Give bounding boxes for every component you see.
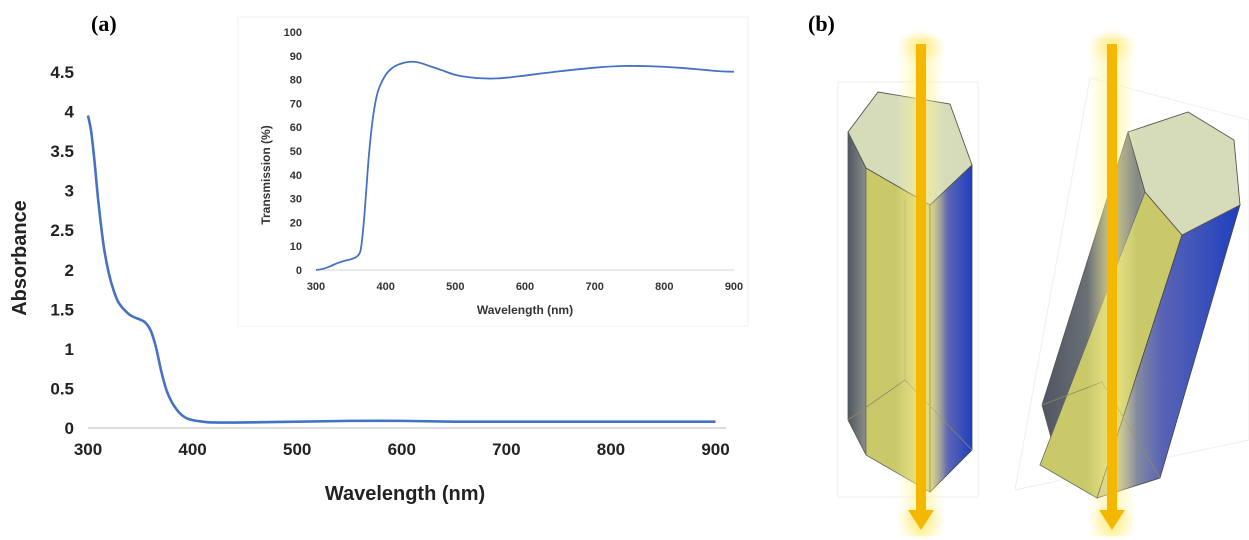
inset-y-tick-label: 10 [290,241,302,253]
absorbance-series-line [86,115,716,424]
main-x-tick-label: 900 [701,440,729,459]
beam-left-arrowhead [908,510,934,530]
panel-label-a: (a) [91,11,117,36]
inset-y-axis-title: Transmission (%) [259,125,273,224]
main-y-tick-labels: 0 0.5 1 1.5 2 2.5 3 3.5 4 4.5 [50,63,74,438]
inset-x-tick-label: 700 [585,281,603,293]
transmission-series-line [315,60,735,271]
inset-y-tick-label: 80 [290,75,302,87]
beam-right-shaft [1107,44,1117,514]
inset-x-tick-label: 600 [516,281,534,293]
beam-right-arrowhead [1099,510,1125,530]
main-x-tick-labels: 300 400 500 600 700 800 900 [74,440,730,459]
main-x-tick-label: 300 [74,440,102,459]
main-y-tick-label: 2.5 [50,221,74,240]
prism-illustration [837,26,1249,540]
inset-y-tick-label: 70 [290,98,302,110]
main-y-tick-label: 3 [65,182,74,201]
inset-x-tick-label: 300 [307,281,325,293]
prism-right-top-face [1127,111,1241,236]
main-x-tick-label: 600 [388,440,416,459]
panel-label-b: (b) [808,11,835,36]
main-y-tick-label: 4.5 [50,63,74,82]
main-y-axis-title: Absorbance [9,200,31,316]
main-x-tick-label: 500 [283,440,311,459]
inset-y-tick-label: 50 [290,146,302,158]
inset-x-tick-label: 400 [376,281,394,293]
inset-background [237,16,749,327]
main-y-tick-label: 4 [65,103,75,122]
main-y-tick-label: 0 [65,419,74,438]
inset-x-tick-label: 500 [446,281,464,293]
beam-left-shaft [916,44,926,514]
main-y-tick-label: 3.5 [50,142,74,161]
inset-y-tick-label: 40 [290,170,302,182]
main-y-tick-label: 0.5 [50,379,74,398]
prism-left-side-grey [847,131,867,456]
main-y-tick-label: 1.5 [50,300,74,319]
prism-right-frame [1014,77,1249,491]
transmission-inset-chart: 0 10 20 30 40 50 60 70 80 90 100 300 400 500 600 700 80… [237,16,749,327]
inset-y-tick-label: 20 [290,217,302,229]
inset-x-axis-title: Wavelength (nm) [477,303,573,317]
light-beam-right [1086,26,1138,540]
light-beam-left [895,26,947,540]
inset-y-tick-label: 30 [290,194,302,206]
main-x-tick-label: 400 [178,440,206,459]
inset-x-tick-label: 900 [725,281,743,293]
absorbance-chart: 00.511.522.533.544.5 300 400 500 600 700 800 9… [9,63,730,505]
main-x-tick-label: 800 [597,440,625,459]
main-x-tick-label: 700 [492,440,520,459]
main-y-tick-label: 1 [65,340,74,359]
inset-y-tick-labels: 0 10 20 30 40 50 60 70 80 90 100 [284,27,302,277]
inset-x-tick-label: 800 [655,281,673,293]
main-y-tick-label: 2 [65,261,74,280]
inset-x-tick-labels: 300 400 500 600 700 800 900 [307,281,743,293]
inset-y-tick-label: 100 [284,27,302,39]
inset-y-tick-label: 0 [296,265,302,277]
hexagonal-prism-tilted [1039,111,1241,499]
main-x-axis-title: Wavelength (nm) [325,483,485,505]
inset-y-tick-label: 90 [290,51,302,63]
inset-y-tick-label: 60 [290,122,302,134]
